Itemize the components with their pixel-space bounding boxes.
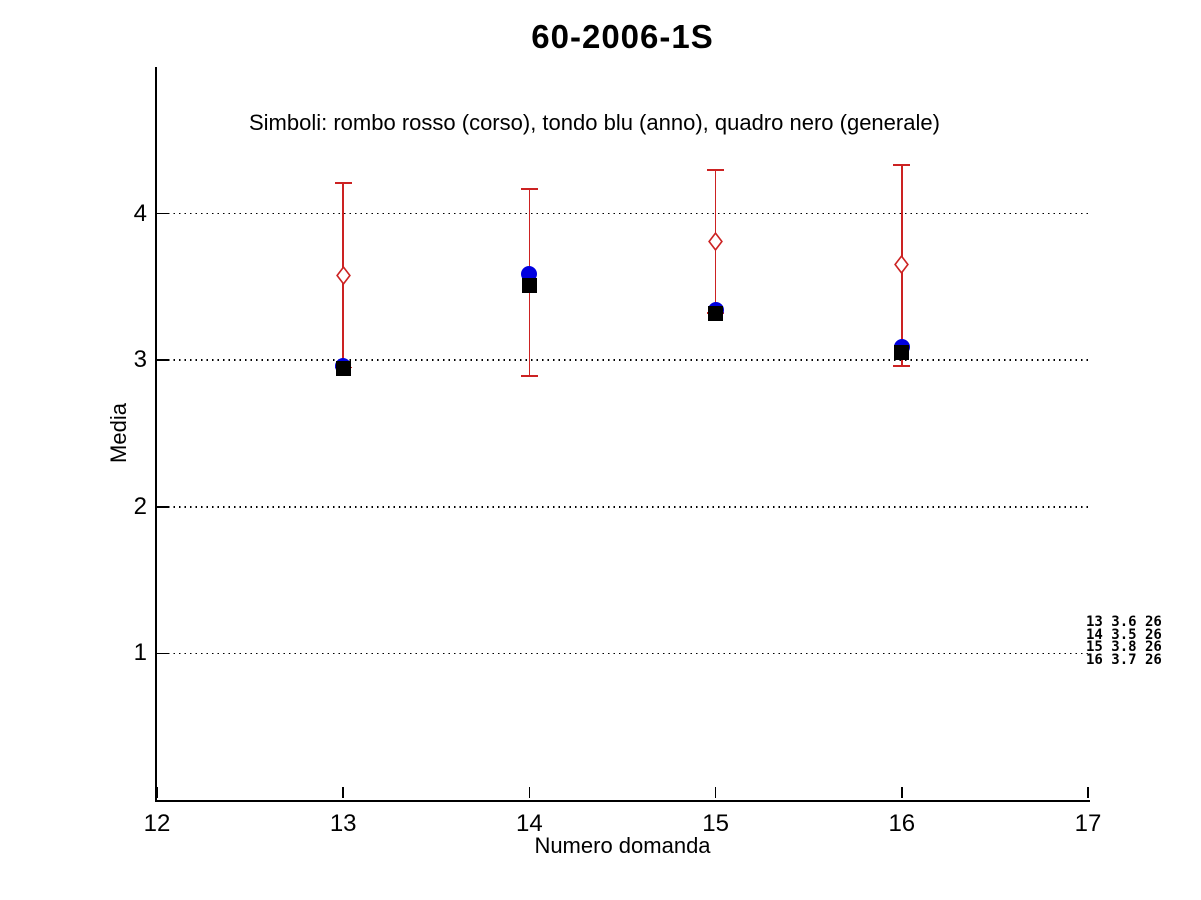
chart-subtitle: Simboli: rombo rosso (corso), tondo blu … [249,110,940,135]
x-tick-17 [1087,787,1089,798]
square-marker [521,277,537,293]
x-tick-13 [342,787,344,798]
x-tick-12 [156,787,158,798]
gridline-y-1 [157,652,1088,655]
annotation-line: 16 3.7 26 [1086,651,1162,668]
y-axis-spine [155,67,157,802]
errorbar-cap-top [334,181,352,184]
y-tick-label-2: 2 [133,492,147,520]
diamond-marker [335,265,351,285]
square-marker [335,361,351,377]
diamond-marker [708,231,723,252]
errorbar-cap-top [520,187,538,190]
annotation-line: 14 3.5 26 [1086,626,1162,643]
x-axis-label: Numero domanda [534,833,711,858]
errorbar-cap-top [707,168,725,171]
circle-marker [521,265,538,282]
y-tick-4 [157,212,168,215]
diamond-marker [894,255,910,275]
x-axis-spine [155,800,1090,802]
x-tick-14 [528,787,531,798]
y-tick-label-4: 4 [133,199,147,227]
x-tick-15 [714,787,717,798]
x-tick-label-16: 16 [888,810,916,837]
y-tick-label-1: 1 [133,639,147,667]
x-tick-label-14: 14 [516,810,543,837]
errorbar-cap-bottom [520,375,538,378]
x-tick-16 [901,787,903,798]
x-tick-label-17: 17 [1074,810,1102,837]
gridline-y-3 [157,359,1088,361]
y-axis-label: Media [106,403,131,463]
y-tick-1 [157,652,168,655]
square-marker [708,305,724,321]
annotation-line: 15 3.8 26 [1086,639,1162,656]
gridline-y-2 [157,506,1088,508]
y-tick-3 [157,359,168,361]
errorbar-cap-bottom [893,365,911,367]
x-tick-label-15: 15 [702,810,729,837]
chart-title: 60-2006-1S [531,18,714,55]
y-tick-2 [157,506,168,508]
x-tick-label-13: 13 [329,810,357,837]
errorbar-cap-top [893,164,911,167]
gridline-y-4 [157,212,1088,215]
annotation-block: 13 3.6 26 14 3.5 26 15 3.8 26 16 3.7 26 [1086,614,1162,668]
plot-area: 1 2 3 4 12 13 14 15 16 17 [134,67,1101,837]
square-marker [894,345,910,361]
y-tick-label-3: 3 [133,346,147,374]
annotation-line: 13 3.6 26 [1086,614,1162,630]
x-tick-label-12: 12 [143,810,171,837]
